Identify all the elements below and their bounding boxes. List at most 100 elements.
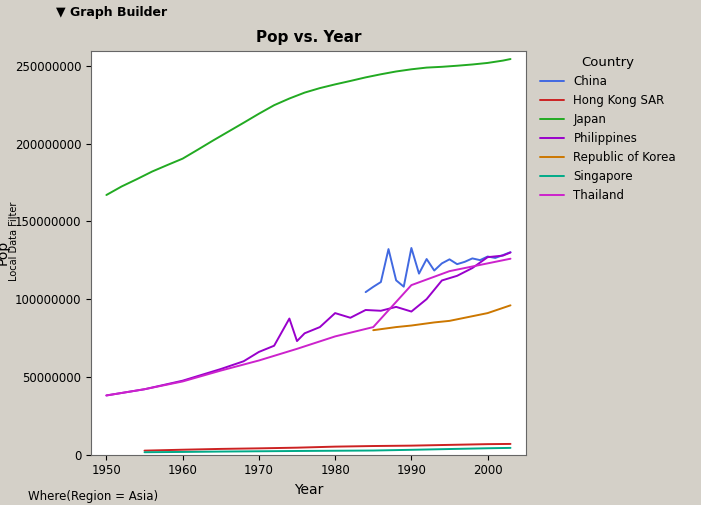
Philippines — [102, 392, 111, 398]
Philippines — [407, 309, 416, 315]
Japan — [118, 183, 126, 189]
Philippines — [376, 308, 385, 314]
Philippines — [217, 366, 225, 372]
Line: Thailand: Thailand — [107, 259, 510, 395]
Japan — [224, 129, 233, 135]
Japan — [376, 71, 385, 77]
China — [362, 289, 370, 295]
Japan — [362, 74, 370, 80]
Republic of Korea — [392, 324, 400, 330]
Singapore — [331, 448, 339, 454]
Philippines — [506, 249, 515, 256]
Thailand — [293, 346, 301, 352]
Japan — [209, 137, 217, 143]
Y-axis label: Pop: Pop — [0, 240, 9, 265]
Japan — [179, 156, 187, 162]
Singapore — [140, 449, 149, 456]
Thailand — [506, 256, 515, 262]
Japan — [240, 120, 248, 126]
Japan — [346, 78, 355, 84]
Thailand — [179, 378, 187, 384]
Japan — [407, 66, 416, 72]
Text: Where(Region = Asia): Where(Region = Asia) — [28, 490, 158, 503]
Japan — [498, 58, 507, 64]
Hong Kong SAR — [293, 444, 301, 450]
Thailand — [217, 368, 225, 374]
Philippines — [437, 277, 446, 283]
Line: Philippines: Philippines — [107, 252, 510, 395]
Japan — [132, 176, 141, 182]
Text: Local Data Filter: Local Data Filter — [9, 201, 19, 281]
Hong Kong SAR — [506, 441, 515, 447]
Singapore — [506, 445, 515, 451]
Philippines — [315, 324, 324, 330]
Singapore — [217, 448, 225, 454]
Japan — [285, 95, 294, 102]
Republic of Korea — [506, 302, 515, 309]
Japan — [163, 162, 172, 168]
Philippines — [285, 316, 294, 322]
Japan — [392, 69, 400, 75]
China — [468, 256, 477, 262]
China — [430, 268, 438, 274]
Singapore — [407, 447, 416, 453]
Philippines — [498, 252, 507, 259]
Singapore — [179, 449, 187, 455]
China — [461, 259, 469, 265]
Japan — [453, 63, 461, 69]
Hong Kong SAR — [484, 441, 492, 447]
Japan — [301, 89, 309, 95]
China — [423, 256, 431, 262]
Thailand — [407, 282, 416, 288]
China — [407, 245, 416, 251]
Philippines — [423, 296, 431, 302]
Singapore — [254, 448, 263, 454]
Hong Kong SAR — [179, 447, 187, 453]
Philippines — [331, 310, 339, 316]
Japan — [254, 111, 263, 117]
Japan — [331, 81, 339, 87]
Japan — [270, 102, 278, 108]
Hong Kong SAR — [217, 446, 225, 452]
Japan — [468, 62, 477, 68]
Thailand — [102, 392, 111, 398]
Japan — [484, 60, 492, 66]
Republic of Korea — [430, 319, 438, 325]
X-axis label: Year: Year — [294, 483, 323, 497]
Legend: China, Hong Kong SAR, Japan, Philippines, Republic of Korea, Singapore, Thailand: China, Hong Kong SAR, Japan, Philippines… — [540, 57, 676, 201]
Hong Kong SAR — [445, 442, 454, 448]
China — [506, 249, 515, 255]
Philippines — [346, 315, 355, 321]
Japan — [506, 56, 515, 62]
Philippines — [140, 386, 149, 392]
Japan — [437, 64, 446, 70]
Philippines — [301, 330, 309, 336]
Singapore — [484, 445, 492, 451]
Line: Republic of Korea: Republic of Korea — [373, 306, 510, 330]
Philippines — [179, 378, 187, 384]
Japan — [148, 169, 156, 175]
Republic of Korea — [468, 313, 477, 319]
Hong Kong SAR — [140, 447, 149, 453]
China — [445, 257, 454, 263]
China — [415, 271, 423, 277]
China — [384, 246, 393, 252]
Japan — [315, 85, 324, 91]
Philippines — [453, 273, 461, 279]
Philippines — [270, 343, 278, 349]
Hong Kong SAR — [254, 445, 263, 451]
Philippines — [484, 254, 492, 260]
Philippines — [362, 307, 370, 313]
Japan — [102, 192, 111, 198]
Hong Kong SAR — [407, 442, 416, 448]
Hong Kong SAR — [369, 443, 377, 449]
Line: Singapore: Singapore — [144, 448, 510, 452]
China — [498, 252, 507, 258]
China — [369, 284, 377, 290]
Text: ▼ Graph Builder: ▼ Graph Builder — [56, 6, 168, 19]
Republic of Korea — [484, 310, 492, 316]
China — [484, 254, 492, 260]
Line: China: China — [366, 248, 510, 292]
China — [437, 261, 446, 267]
Japan — [423, 65, 431, 71]
